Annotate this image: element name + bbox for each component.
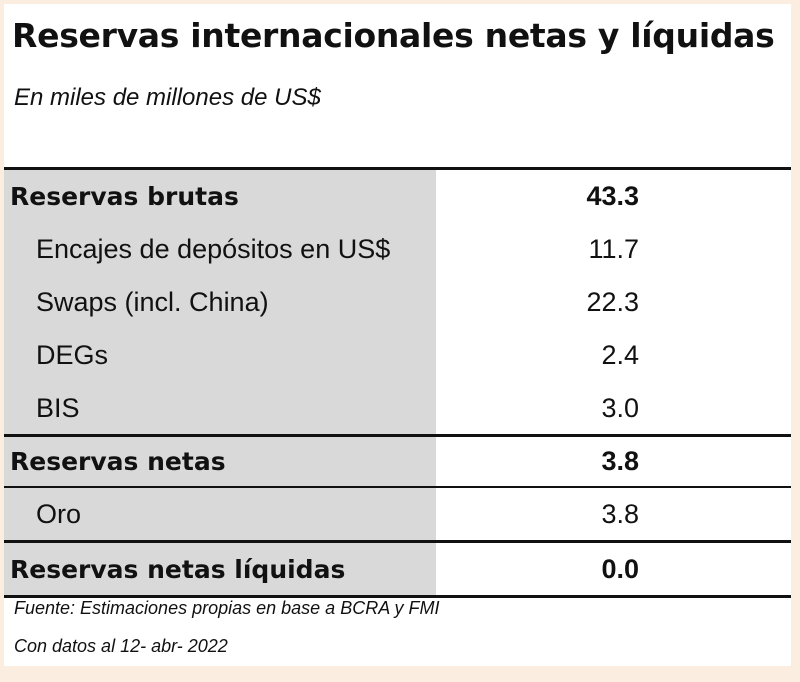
row-value: 3.8 xyxy=(601,446,639,476)
row-label: Oro xyxy=(4,488,436,540)
row-label: Reservas netas líquidas xyxy=(4,543,436,595)
row-label: Encajes de depósitos en US$ xyxy=(4,223,436,276)
row-value: 3.8 xyxy=(601,498,639,529)
table-row-reservas-netas: Reservas netas 3.8 xyxy=(4,434,791,486)
table-title: Reservas internacionales netas y líquida… xyxy=(12,16,775,55)
row-value: 3.0 xyxy=(601,392,639,423)
table-subtitle: En miles de millones de US$ xyxy=(14,84,321,111)
table-row-bis: BIS 3.0 xyxy=(4,382,791,434)
date-footnote: Con datos al 12- abr- 2022 xyxy=(14,636,228,656)
reserves-table: Reservas brutas 43.3 Encajes de depósito… xyxy=(4,167,791,598)
table-row-degs: DEGs 2.4 xyxy=(4,329,791,382)
row-label: Reservas brutas xyxy=(4,170,436,223)
row-value: 22.3 xyxy=(586,287,639,317)
reserves-table-card: Reservas internacionales netas y líquida… xyxy=(4,4,791,666)
row-label: BIS xyxy=(4,382,436,434)
table-row-reservas-brutas: Reservas brutas 43.3 xyxy=(4,167,791,223)
row-label: Reservas netas xyxy=(4,437,436,486)
table-row-oro: Oro 3.8 xyxy=(4,486,791,540)
row-value: 2.4 xyxy=(601,340,639,370)
table-row-reservas-netas-liquidas: Reservas netas líquidas 0.0 xyxy=(4,540,791,598)
source-footnote: Fuente: Estimaciones propias en base a B… xyxy=(14,598,440,618)
row-value: 43.3 xyxy=(586,181,639,211)
row-value: 11.7 xyxy=(588,234,639,264)
row-label: DEGs xyxy=(4,329,436,382)
row-label: Swaps (incl. China) xyxy=(4,276,436,329)
table-row-swaps: Swaps (incl. China) 22.3 xyxy=(4,276,791,329)
row-value: 0.0 xyxy=(601,553,639,584)
table-row-encajes: Encajes de depósitos en US$ 11.7 xyxy=(4,223,791,276)
